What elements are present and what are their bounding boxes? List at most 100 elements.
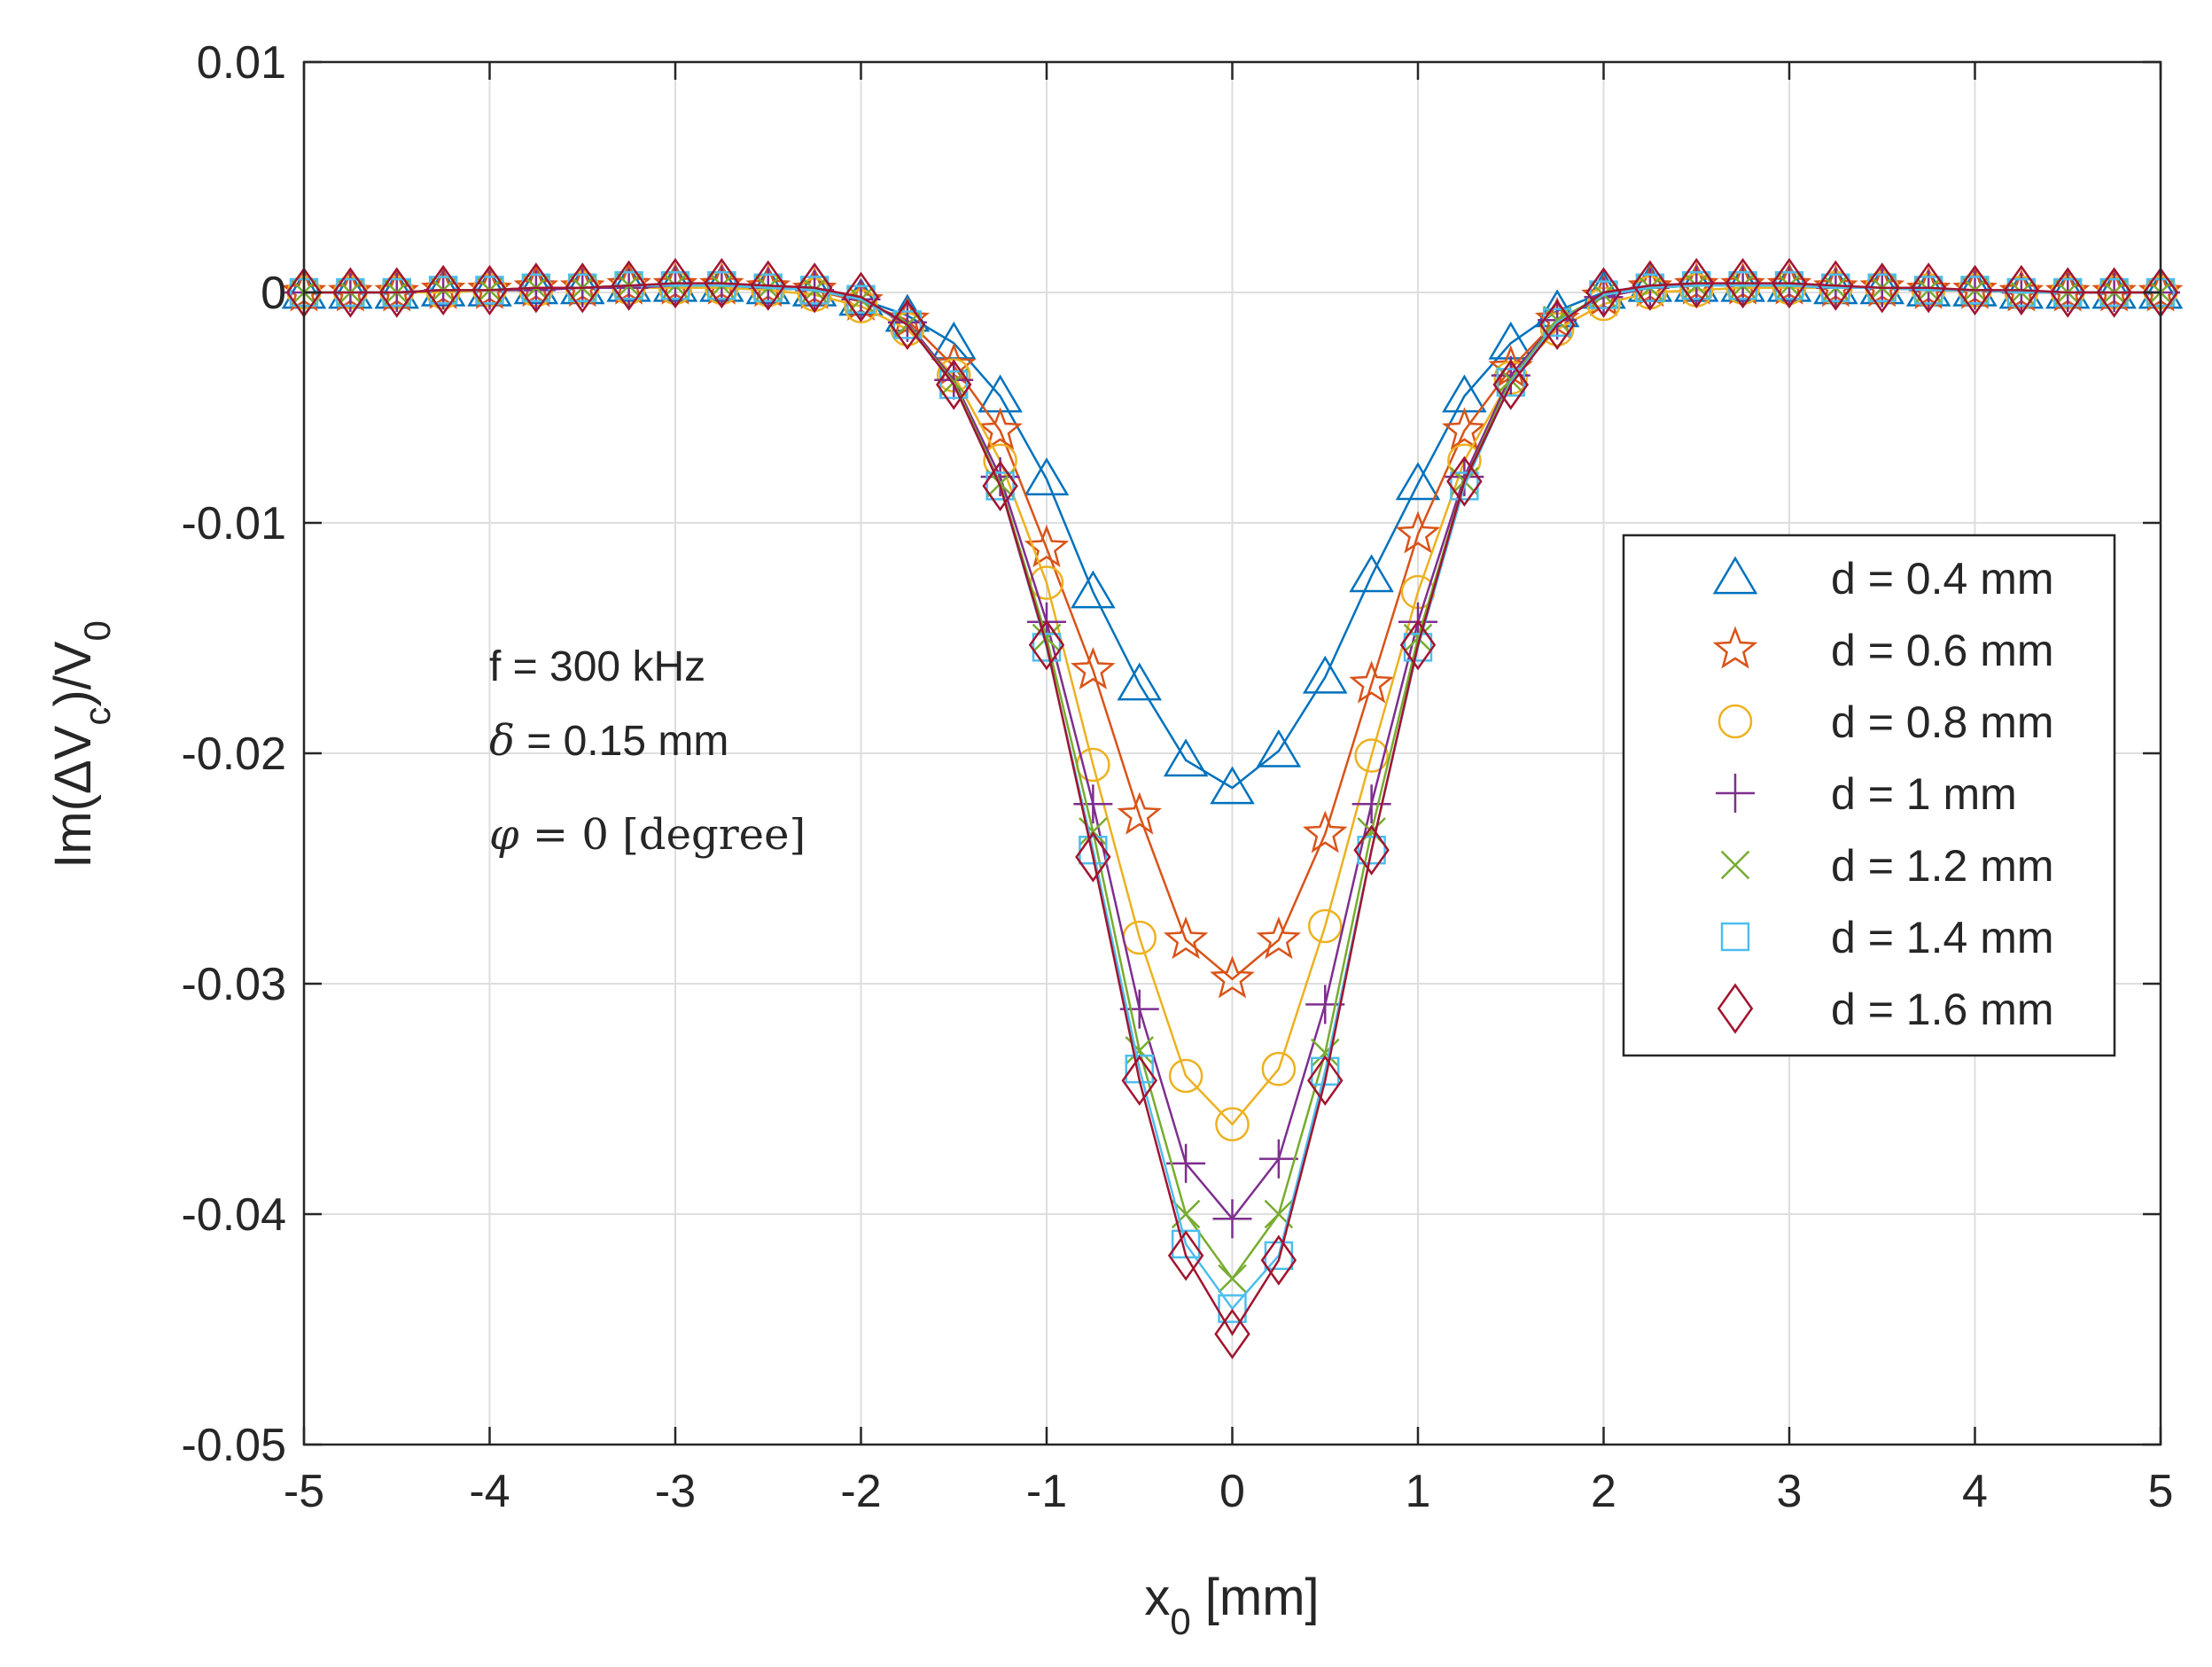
x-tick-label: 3 bbox=[1777, 1466, 1803, 1517]
x-axis-label-subscript: 0 bbox=[1170, 1601, 1190, 1642]
legend-label: d = 0.4 mm bbox=[1831, 554, 2054, 604]
data-point bbox=[1307, 908, 1343, 944]
axis-ticks: -5 -4 -3 -2 -1 0 1 2 3 4 5 0.01 0 -0.01 -0.02 -0.03 -0.0… bbox=[181, 37, 2173, 1517]
y-axis-label: Im(ΔVc)/V0 bbox=[44, 620, 118, 869]
data-point bbox=[1492, 359, 1529, 410]
data-point bbox=[1538, 299, 1576, 350]
data-point bbox=[1351, 784, 1391, 824]
data-point bbox=[1168, 1058, 1203, 1094]
data-point bbox=[565, 262, 601, 314]
y-axis-label-sub-c: c bbox=[76, 707, 118, 726]
y-tick-label: -0.03 bbox=[181, 959, 286, 1010]
data-point bbox=[1774, 270, 1804, 300]
legend-label: d = 1 mm bbox=[1831, 769, 2017, 819]
data-point bbox=[660, 270, 690, 300]
data-point bbox=[1032, 623, 1062, 653]
data-point bbox=[1589, 280, 1618, 309]
x-tick-label: 4 bbox=[1962, 1466, 1988, 1517]
legend-label: d = 0.6 mm bbox=[1831, 626, 2054, 675]
y-tick-label: -0.05 bbox=[181, 1420, 286, 1471]
data-point bbox=[1682, 270, 1711, 300]
data-point bbox=[1403, 633, 1433, 662]
data-point bbox=[1678, 258, 1715, 309]
data-point bbox=[843, 271, 879, 323]
legend-marker bbox=[1720, 922, 1750, 952]
data-point bbox=[1349, 554, 1394, 593]
data-point bbox=[2050, 267, 2086, 318]
data-point bbox=[1163, 738, 1209, 777]
y-tick-label: -0.04 bbox=[181, 1189, 286, 1241]
annotation-frequency: f = 300 kHz bbox=[489, 643, 705, 690]
annotation-angle: φ = 0 [degree] bbox=[489, 810, 806, 860]
data-point bbox=[611, 260, 647, 311]
y-tick-label: 0.01 bbox=[197, 37, 286, 89]
legend-item: d = 1 mm bbox=[1716, 769, 2017, 819]
data-point bbox=[796, 262, 833, 314]
data-point bbox=[424, 264, 462, 315]
data-point bbox=[704, 258, 740, 309]
data-point bbox=[1357, 835, 1386, 865]
data-point bbox=[1913, 276, 1943, 305]
data-point bbox=[892, 310, 923, 339]
data-point bbox=[1258, 1139, 1298, 1179]
data-point bbox=[1395, 510, 1441, 554]
data-point bbox=[846, 284, 876, 315]
data-point bbox=[1771, 258, 1808, 309]
data-point bbox=[1632, 260, 1669, 311]
annotation-delta-symbol: δ bbox=[489, 716, 515, 766]
data-point bbox=[1585, 267, 1622, 318]
data-point bbox=[1864, 262, 1900, 314]
legend: d = 0.4 mm d = 0.6 mm d = 0.8 mm d = 1 mm d … bbox=[1622, 534, 2116, 1057]
x-tick-label: -1 bbox=[1026, 1466, 1067, 1517]
series-diamond bbox=[285, 258, 2179, 1359]
data-point bbox=[750, 260, 786, 311]
legend-marker bbox=[1712, 556, 1758, 595]
x-axis-label: x0 [mm] bbox=[1144, 1569, 1319, 1642]
data-point bbox=[753, 273, 783, 303]
data-point bbox=[1212, 1199, 1252, 1239]
x-tick-label: 2 bbox=[1591, 1466, 1616, 1517]
x-tick-label: -5 bbox=[284, 1466, 324, 1517]
data-point bbox=[985, 471, 1015, 501]
data-point bbox=[1399, 619, 1437, 671]
legend-item: d = 0.4 mm bbox=[1712, 554, 2054, 604]
x-tick-label: -2 bbox=[840, 1466, 881, 1517]
data-point bbox=[1910, 262, 1947, 314]
data-point bbox=[1028, 619, 1065, 671]
x-tick-label: 1 bbox=[1406, 1466, 1431, 1517]
data-point bbox=[1214, 1308, 1250, 1359]
legend-item: d = 0.6 mm bbox=[1712, 626, 2054, 675]
data-point bbox=[1218, 1294, 1247, 1323]
data-point bbox=[1024, 457, 1070, 496]
y-tick-label: 0 bbox=[261, 268, 286, 319]
x-tick-label: -4 bbox=[469, 1466, 510, 1517]
data-point bbox=[1218, 1264, 1247, 1294]
annotation-skin-depth-value: = 0.15 mm bbox=[515, 718, 728, 765]
x-tick-label: 5 bbox=[2148, 1466, 2174, 1517]
legend-item: d = 1.6 mm bbox=[1717, 983, 2054, 1034]
data-point bbox=[1349, 660, 1394, 704]
data-point bbox=[1354, 738, 1389, 773]
legend-marker bbox=[1717, 704, 1753, 739]
data-point bbox=[1307, 1055, 1344, 1106]
y-tick-label: -0.02 bbox=[181, 728, 286, 780]
x-tick-label: 0 bbox=[1219, 1466, 1245, 1517]
data-point bbox=[1261, 1051, 1297, 1087]
data-point bbox=[1542, 308, 1572, 338]
data-point bbox=[1496, 368, 1525, 397]
data-point bbox=[1395, 462, 1441, 501]
annotation-angle-value: = 0 bbox=[519, 810, 623, 860]
data-point bbox=[1167, 1230, 1204, 1281]
annotation-phi-symbol: φ bbox=[489, 810, 519, 860]
annotation: f = 300 kHz δ = 0.15 mm φ = 0 [degree] bbox=[489, 643, 806, 860]
data-point bbox=[1163, 916, 1209, 960]
data-point bbox=[1302, 655, 1348, 694]
data-point bbox=[1117, 791, 1162, 835]
data-point bbox=[1446, 456, 1483, 507]
data-point bbox=[936, 359, 972, 410]
x-tick-label: -3 bbox=[655, 1466, 696, 1517]
data-point bbox=[982, 460, 1018, 511]
data-point bbox=[1071, 646, 1116, 689]
y-axis-label-sub-0: 0 bbox=[76, 620, 118, 641]
